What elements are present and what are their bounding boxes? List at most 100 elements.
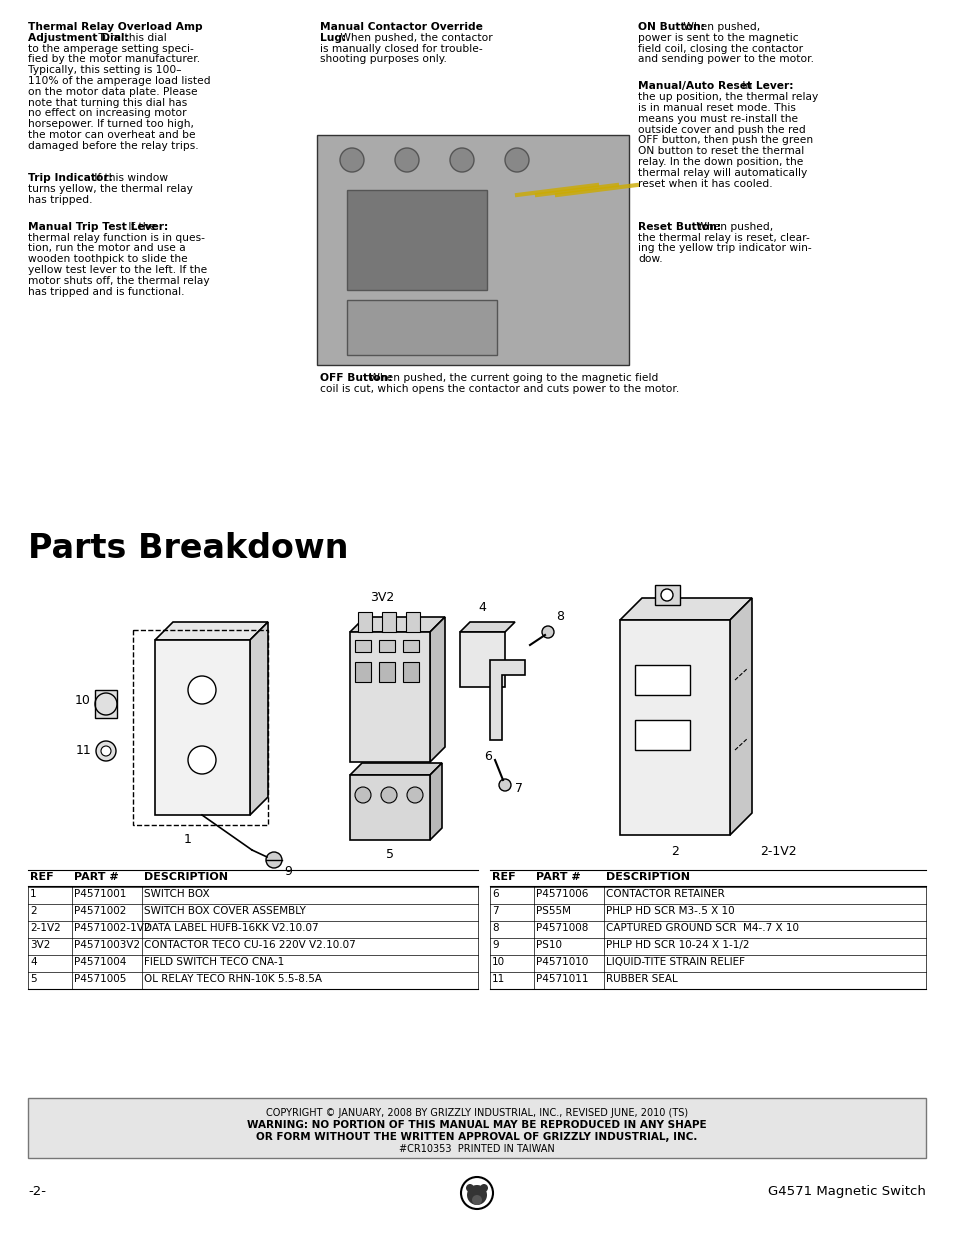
Bar bbox=[357, 613, 372, 632]
Polygon shape bbox=[350, 618, 444, 632]
Text: 5: 5 bbox=[30, 974, 36, 984]
Circle shape bbox=[355, 787, 371, 803]
Text: Manual/Auto Reset Lever:: Manual/Auto Reset Lever: bbox=[638, 82, 793, 91]
Text: thermal relay function is in ques-: thermal relay function is in ques- bbox=[28, 232, 205, 242]
Text: 8: 8 bbox=[492, 923, 498, 932]
Text: If the: If the bbox=[125, 222, 155, 232]
Bar bbox=[406, 613, 419, 632]
Bar bbox=[402, 662, 418, 682]
Text: ON button to reset the thermal: ON button to reset the thermal bbox=[638, 146, 803, 156]
Bar bbox=[154, 640, 250, 815]
Text: is in manual reset mode. This: is in manual reset mode. This bbox=[638, 103, 795, 112]
Text: PS55M: PS55M bbox=[536, 906, 571, 916]
Text: PS10: PS10 bbox=[536, 940, 561, 950]
Text: 11: 11 bbox=[492, 974, 505, 984]
Text: outside cover and push the red: outside cover and push the red bbox=[638, 125, 805, 135]
Text: dow.: dow. bbox=[638, 254, 662, 264]
Circle shape bbox=[460, 1177, 493, 1209]
Text: COPYRIGHT © JANUARY, 2008 BY GRIZZLY INDUSTRIAL, INC., REVISED JUNE, 2010 (TS): COPYRIGHT © JANUARY, 2008 BY GRIZZLY IND… bbox=[266, 1108, 687, 1118]
Text: OFF Button:: OFF Button: bbox=[319, 373, 392, 383]
Text: fied by the motor manufacturer.: fied by the motor manufacturer. bbox=[28, 54, 200, 64]
Text: 2-1V2: 2-1V2 bbox=[760, 845, 796, 858]
Circle shape bbox=[450, 148, 474, 172]
Text: P4571002-1V2: P4571002-1V2 bbox=[74, 923, 151, 932]
Bar bbox=[402, 640, 418, 652]
Text: ing the yellow trip indicator win-: ing the yellow trip indicator win- bbox=[638, 243, 811, 253]
Text: When pushed,: When pushed, bbox=[679, 22, 760, 32]
Text: LIQUID-TITE STRAIN RELIEF: LIQUID-TITE STRAIN RELIEF bbox=[605, 957, 744, 967]
Text: on the motor data plate. Please: on the motor data plate. Please bbox=[28, 86, 197, 96]
Text: Typically, this setting is 100–: Typically, this setting is 100– bbox=[28, 65, 181, 75]
Text: ON Button:: ON Button: bbox=[638, 22, 704, 32]
Text: DESCRIPTION: DESCRIPTION bbox=[605, 872, 689, 882]
Text: shooting purposes only.: shooting purposes only. bbox=[319, 54, 446, 64]
Bar bbox=[347, 190, 486, 290]
Text: PHLP HD SCR M3-.5 X 10: PHLP HD SCR M3-.5 X 10 bbox=[605, 906, 734, 916]
Text: Thermal Relay Overload Amp: Thermal Relay Overload Amp bbox=[28, 22, 202, 32]
Bar bbox=[459, 632, 504, 687]
Text: 2: 2 bbox=[30, 906, 36, 916]
Text: #CR10353  PRINTED IN TAIWAN: #CR10353 PRINTED IN TAIWAN bbox=[398, 1144, 555, 1153]
Circle shape bbox=[395, 148, 418, 172]
Text: 4: 4 bbox=[30, 957, 36, 967]
Text: OFF button, then push the green: OFF button, then push the green bbox=[638, 136, 812, 146]
Text: is manually closed for trouble-: is manually closed for trouble- bbox=[319, 43, 482, 53]
Text: damaged before the relay trips.: damaged before the relay trips. bbox=[28, 141, 198, 151]
Text: note that turning this dial has: note that turning this dial has bbox=[28, 98, 187, 107]
Text: has tripped and is functional.: has tripped and is functional. bbox=[28, 287, 184, 296]
Text: 6: 6 bbox=[483, 750, 492, 763]
Text: PHLP HD SCR 10-24 X 1-1/2: PHLP HD SCR 10-24 X 1-1/2 bbox=[605, 940, 749, 950]
Text: Turn this dial: Turn this dial bbox=[95, 33, 167, 43]
Text: thermal relay will automatically: thermal relay will automatically bbox=[638, 168, 806, 178]
Text: SWITCH BOX: SWITCH BOX bbox=[144, 889, 210, 899]
Circle shape bbox=[339, 148, 364, 172]
Circle shape bbox=[380, 787, 396, 803]
Text: power is sent to the magnetic: power is sent to the magnetic bbox=[638, 33, 798, 43]
Text: 9: 9 bbox=[284, 864, 292, 878]
Text: P4571011: P4571011 bbox=[536, 974, 588, 984]
Text: When pushed, the current going to the magnetic field: When pushed, the current going to the ma… bbox=[366, 373, 658, 383]
Text: P4571003V2: P4571003V2 bbox=[74, 940, 140, 950]
Text: P4571006: P4571006 bbox=[536, 889, 588, 899]
Text: When pushed, the contactor: When pushed, the contactor bbox=[336, 33, 492, 43]
Text: In: In bbox=[738, 82, 751, 91]
Text: DESCRIPTION: DESCRIPTION bbox=[144, 872, 228, 882]
Bar bbox=[355, 640, 371, 652]
Circle shape bbox=[541, 626, 554, 638]
Text: -2-: -2- bbox=[28, 1186, 46, 1198]
Text: P4571004: P4571004 bbox=[74, 957, 126, 967]
Text: coil is cut, which opens the contactor and cuts power to the motor.: coil is cut, which opens the contactor a… bbox=[319, 384, 679, 394]
Text: Lug:: Lug: bbox=[319, 33, 346, 43]
Circle shape bbox=[96, 741, 116, 761]
Text: RUBBER SEAL: RUBBER SEAL bbox=[605, 974, 677, 984]
Text: P4571008: P4571008 bbox=[536, 923, 588, 932]
Circle shape bbox=[467, 1186, 486, 1205]
Text: Adjustment Dial:: Adjustment Dial: bbox=[28, 33, 129, 43]
Text: Manual Trip Test Lever:: Manual Trip Test Lever: bbox=[28, 222, 168, 232]
Bar bbox=[619, 620, 729, 835]
Text: 10: 10 bbox=[75, 694, 91, 706]
Circle shape bbox=[407, 787, 422, 803]
Circle shape bbox=[472, 1195, 481, 1205]
Polygon shape bbox=[154, 622, 268, 640]
Circle shape bbox=[660, 589, 672, 601]
Text: 5: 5 bbox=[386, 848, 394, 861]
Circle shape bbox=[188, 676, 215, 704]
Text: DATA LABEL HUFB-16KK V2.10.07: DATA LABEL HUFB-16KK V2.10.07 bbox=[144, 923, 318, 932]
Text: When pushed,: When pushed, bbox=[692, 222, 772, 232]
Circle shape bbox=[504, 148, 529, 172]
Text: SWITCH BOX COVER ASSEMBLY: SWITCH BOX COVER ASSEMBLY bbox=[144, 906, 306, 916]
Text: 1: 1 bbox=[30, 889, 36, 899]
Text: P4571010: P4571010 bbox=[536, 957, 588, 967]
Text: yellow test lever to the left. If the: yellow test lever to the left. If the bbox=[28, 266, 207, 275]
Bar bbox=[655, 585, 679, 605]
Bar bbox=[28, 1098, 925, 1158]
Text: CONTACTOR TECO CU-16 220V V2.10.07: CONTACTOR TECO CU-16 220V V2.10.07 bbox=[144, 940, 355, 950]
Polygon shape bbox=[729, 598, 751, 835]
Text: has tripped.: has tripped. bbox=[28, 195, 92, 205]
Text: P4571001: P4571001 bbox=[74, 889, 126, 899]
Bar bbox=[378, 662, 395, 682]
Circle shape bbox=[101, 746, 111, 756]
Text: 3V2: 3V2 bbox=[370, 592, 394, 604]
Text: REF: REF bbox=[492, 872, 515, 882]
